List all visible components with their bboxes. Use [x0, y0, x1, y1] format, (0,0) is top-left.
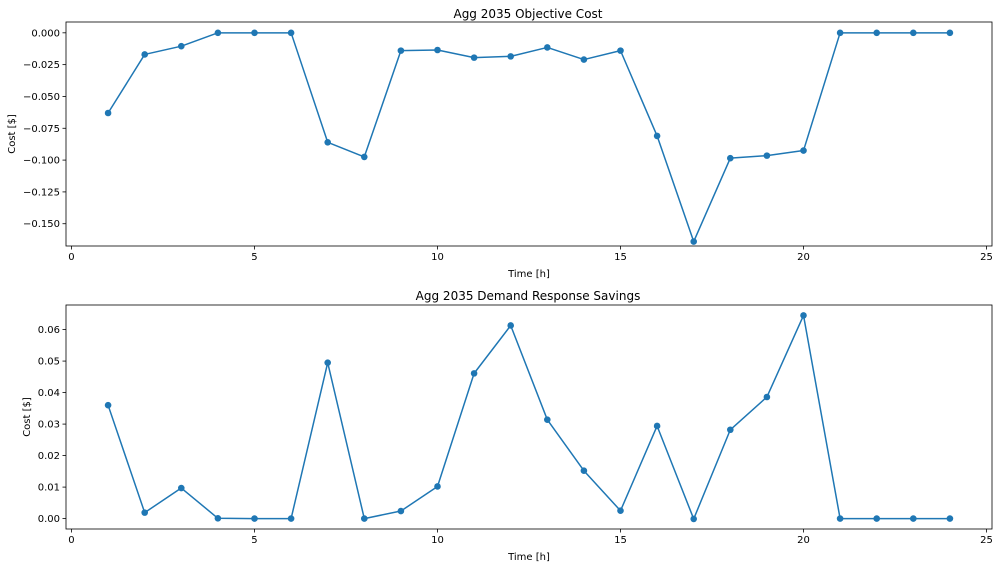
data-point	[836, 29, 844, 37]
data-point	[727, 426, 734, 434]
series-points	[104, 312, 954, 523]
data-point	[946, 515, 954, 522]
data-point	[580, 56, 588, 63]
data-point	[873, 515, 881, 522]
y-tick-label: −0.050	[23, 92, 60, 103]
y-tick-label: −0.100	[23, 156, 60, 167]
objective-cost-subplot: Agg 2035 Objective Cost 0.000 −0.025 −0.05…	[7, 7, 993, 280]
data-point	[397, 47, 405, 54]
data-point	[800, 147, 807, 154]
data-point	[360, 153, 368, 161]
data-point	[800, 312, 807, 319]
y-tick-label: 0.04	[38, 388, 60, 399]
series-points	[104, 29, 954, 245]
data-point	[251, 29, 258, 37]
data-point	[617, 47, 624, 54]
data-point	[324, 359, 331, 366]
data-point	[360, 515, 368, 522]
x-axis-ticks: 0 5 10 15 20 25	[68, 529, 993, 546]
y-axis-label: Cost [$]	[7, 114, 18, 154]
data-point	[910, 515, 917, 522]
plot-frame	[65, 21, 993, 247]
x-axis-label: Time [h]	[507, 552, 550, 563]
chart-title: Agg 2035 Demand Response Savings	[416, 289, 641, 303]
data-point	[544, 416, 551, 423]
y-tick-label: 0.05	[38, 357, 60, 368]
x-tick-label: 5	[251, 535, 257, 546]
y-tick-label: 0.02	[38, 451, 60, 462]
x-tick-label: 25	[980, 535, 993, 546]
y-tick-label: −0.075	[23, 124, 60, 135]
data-point	[653, 132, 661, 140]
data-point	[653, 422, 661, 430]
data-point	[836, 515, 844, 522]
x-tick-label: 10	[431, 535, 444, 546]
x-tick-label: 10	[431, 252, 444, 263]
series-line	[107, 314, 951, 520]
data-point	[727, 154, 734, 162]
y-axis-ticks: 0.000 −0.025 −0.050 −0.075 −0.100 −0.125 −0.15…	[23, 28, 66, 230]
demand-response-subplot: Agg 2035 Demand Response Savings 0.000.0…	[22, 289, 993, 563]
y-tick-label: −0.025	[23, 60, 60, 71]
data-point	[214, 29, 222, 37]
y-tick-label: 0.03	[38, 420, 60, 431]
y-tick-label: −0.125	[23, 187, 60, 198]
data-point	[544, 44, 551, 51]
x-tick-label: 15	[614, 252, 627, 263]
data-point	[470, 370, 478, 377]
x-tick-label: 0	[68, 535, 74, 546]
data-point	[141, 509, 148, 516]
y-tick-label: −0.150	[23, 219, 60, 230]
x-tick-label: 0	[68, 252, 74, 263]
data-point	[104, 401, 112, 409]
data-point	[434, 46, 441, 54]
data-point	[946, 29, 954, 37]
data-point	[177, 484, 185, 492]
data-point	[507, 53, 514, 60]
y-axis-ticks: 0.00 0.01 0.02 0.03 0.04 0.05 0.06	[38, 325, 66, 525]
data-point	[324, 138, 331, 146]
data-point	[763, 152, 771, 159]
data-point	[470, 54, 478, 61]
series-line	[107, 32, 951, 243]
data-point	[397, 507, 405, 515]
data-point	[690, 515, 698, 523]
data-point	[910, 29, 917, 37]
chart-title: Agg 2035 Objective Cost	[453, 7, 602, 21]
data-point	[507, 322, 514, 329]
x-tick-label: 15	[614, 535, 627, 546]
data-point	[690, 238, 698, 245]
x-tick-label: 20	[797, 535, 810, 546]
data-point	[141, 51, 148, 58]
plot-frame	[65, 304, 993, 530]
data-point	[873, 29, 881, 37]
data-point	[214, 514, 222, 522]
y-tick-label: 0.00	[38, 514, 60, 525]
y-tick-label: 0.000	[31, 28, 60, 39]
data-point	[251, 515, 258, 522]
data-point	[763, 393, 771, 401]
data-point	[287, 29, 295, 37]
x-tick-label: 25	[980, 252, 993, 263]
y-tick-label: 0.01	[38, 483, 60, 494]
data-point	[287, 515, 295, 522]
data-point	[617, 507, 624, 515]
data-point	[434, 483, 441, 490]
data-point	[580, 467, 588, 475]
y-axis-label: Cost [$]	[22, 397, 33, 437]
x-axis-label: Time [h]	[507, 269, 550, 280]
x-tick-label: 5	[251, 252, 257, 263]
data-point	[177, 42, 185, 50]
x-axis-ticks: 0 5 10 15 20 25	[68, 246, 993, 263]
data-point	[104, 109, 112, 117]
x-tick-label: 20	[797, 252, 810, 263]
y-tick-label: 0.06	[38, 325, 60, 336]
